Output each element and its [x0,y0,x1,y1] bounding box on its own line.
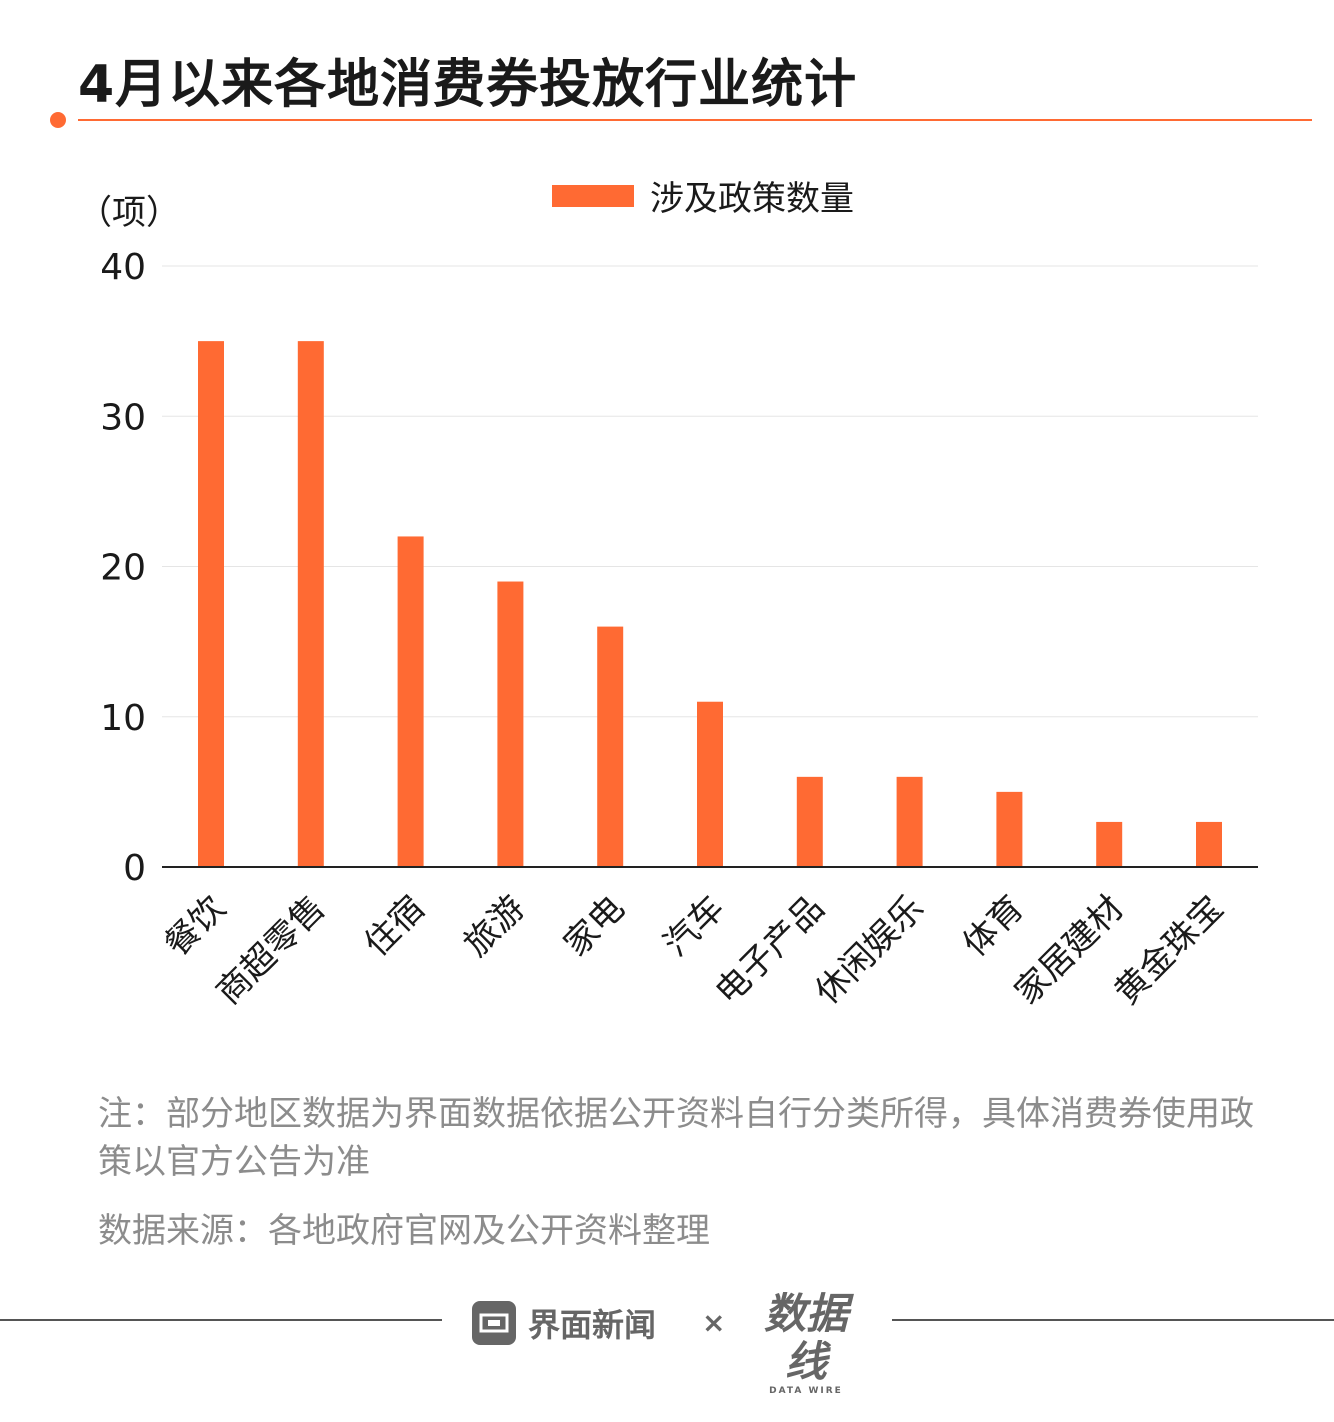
footnote: 注：部分地区数据为界面数据依据公开资料自行分类所得，具体消费券使用政策以官方公告… [98,1094,1254,1182]
bar [497,581,524,867]
gridlines [162,265,1258,718]
bar [697,701,723,867]
title-rule [78,119,1312,121]
bar [996,791,1023,867]
y-tick-label: 10 [100,698,146,739]
y-axis-unit: （项） [78,193,180,233]
x-tick-label: 汽车 [656,888,732,964]
y-tick-label: 20 [100,548,146,589]
x-tick-label: 餐饮 [157,888,233,964]
data-source: 数据来源：各地政府官网及公开资料整理 [98,1211,710,1251]
bar [896,776,923,867]
title-accent-dot [50,112,66,128]
footer-rule-right [892,1319,1334,1321]
partner-logo-subtext: DATA WIRE [769,1386,843,1396]
x-tick-label: 家电 [556,888,632,964]
x-tick-label: 家居建材 [1007,888,1131,1012]
legend-label: 涉及政策数量 [650,179,854,219]
y-axis-ticks: 0 10 20 30 40 [100,247,146,889]
bar [198,341,224,867]
partner-logo-text: 数据线 [763,1289,848,1386]
bar [796,776,823,867]
bar [1196,821,1222,867]
legend-swatch [552,185,634,207]
y-tick-label: 0 [123,848,146,889]
bar [1096,821,1123,867]
x-tick-label: 电子产品 [708,888,832,1012]
jiemian-logo-icon [472,1301,516,1345]
brand-jiemian: 界面新闻 [472,1300,656,1346]
chart-title: 4月以来各地消费券投放行业统计 [78,55,858,115]
y-tick-label: 40 [100,247,146,288]
x-tick-label: 住宿 [357,888,433,964]
x-tick-label: 旅游 [456,888,532,964]
x-tick-label: 体育 [955,888,1031,964]
collab-separator: × [702,1306,726,1339]
x-tick-label: 商超零售 [209,888,333,1012]
brand-name: 界面新闻 [528,1306,657,1344]
bar [397,536,424,867]
bar [597,626,624,867]
brand-datawire: 数据线 DATA WIRE [750,1289,862,1397]
x-tick-label: 休闲娱乐 [808,888,932,1012]
footer-rule-left [0,1319,442,1321]
y-tick-label: 30 [100,397,146,438]
bar [297,341,324,867]
x-tick-label: 黄金珠宝 [1107,888,1231,1012]
bars [198,341,1222,867]
